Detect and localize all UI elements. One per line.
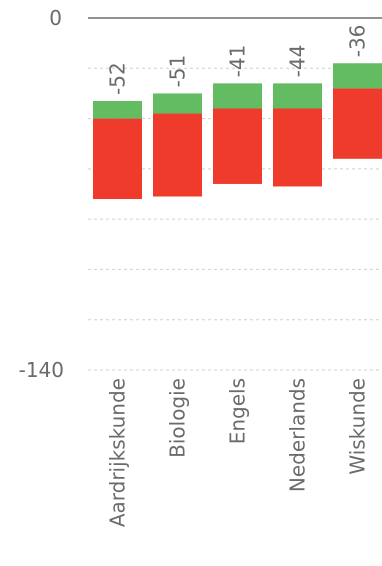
y-tick-label: 0 [49, 6, 62, 30]
y-tick-label: -140 [19, 358, 64, 382]
bar-segment [213, 108, 262, 184]
data-label: -36 [346, 25, 370, 58]
category-label: Wiskunde [346, 378, 370, 475]
bars-group [93, 63, 382, 200]
bar-segment [153, 93, 202, 114]
bar-segment [153, 113, 202, 197]
category-labels-group: Aardrijkskunde Biologie Engels Nederlands Wi… [106, 378, 370, 527]
data-label: -41 [226, 45, 250, 78]
category-label: Biologie [166, 378, 190, 458]
data-label: -44 [286, 45, 310, 78]
bar-segment [273, 83, 322, 109]
bar-segment [333, 63, 382, 89]
data-label: -51 [166, 55, 190, 88]
category-label: Nederlands [286, 378, 310, 492]
data-label: -52 [106, 62, 130, 95]
bar-segment [213, 83, 262, 109]
category-label: Aardrijkskunde [106, 378, 130, 527]
category-label: Engels [226, 378, 250, 444]
bar-segment [333, 88, 382, 159]
value-labels-group: -52 -51 -41 -44 -36 [106, 25, 370, 95]
bar-segment [273, 108, 322, 187]
bar-segment [93, 100, 142, 119]
bar-segment [93, 118, 142, 200]
